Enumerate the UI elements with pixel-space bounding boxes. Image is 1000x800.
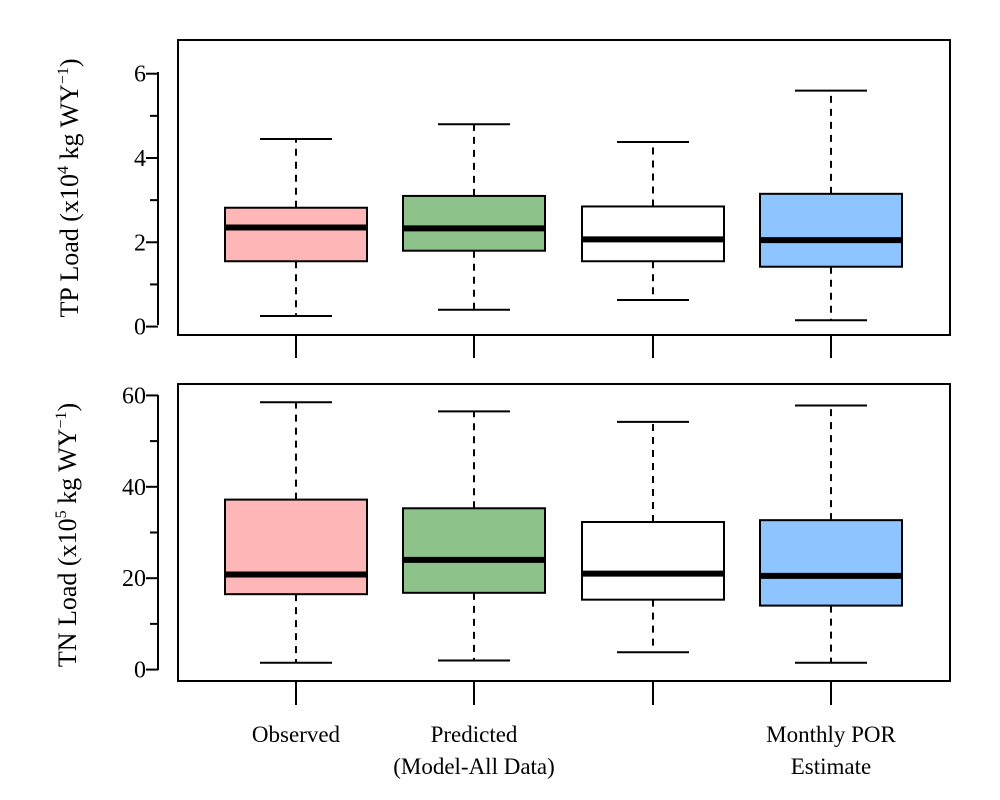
tp-ylabel-main: TP Load (x10: [55, 174, 84, 317]
tp-plot-frame: [177, 39, 951, 336]
category-label: Estimate: [791, 754, 871, 779]
tn-box-1: [224, 401, 368, 664]
tp-box-1: [224, 138, 368, 318]
tn-box-4: [759, 404, 903, 664]
tn-y-tick-label: 60: [122, 383, 146, 409]
tp-ylabel-exp: 4: [55, 166, 72, 174]
tp-y-tick-label: 2: [134, 230, 146, 256]
tp-y-tick-label: 0: [134, 315, 146, 341]
tn-y-axis-label: TN Load (x105 kg WY−1): [53, 403, 82, 667]
tn-ylabel-close: ): [53, 403, 82, 412]
tn-plot-frame: [177, 383, 951, 682]
iqr-box: [402, 507, 546, 594]
iqr-box: [581, 205, 725, 263]
tn-box-3: [581, 420, 725, 654]
tn-marks: 0 20 40 60: [122, 383, 903, 705]
tp-marks: 0 2 4 6: [134, 62, 903, 358]
iqr-box: [402, 194, 546, 252]
tn-box-2: [402, 410, 546, 662]
iqr-box: [759, 192, 903, 268]
tp-y-axis-label: TP Load (x104 kg WY−1): [55, 58, 84, 317]
tn-load-panel: TN Load (x105 kg WY−1): [53, 383, 951, 682]
tn-ylabel-main: TN Load (x10: [53, 518, 82, 667]
category-label: (Model-All Data): [393, 754, 555, 779]
tn-y-tick-label: 40: [122, 475, 146, 501]
tp-box-3: [581, 140, 725, 302]
category-label: Observed: [252, 722, 341, 747]
tp-ylabel-unit-exp: −1: [55, 67, 72, 84]
tn-y-tick-label: 20: [122, 566, 146, 592]
iqr-box: [581, 520, 725, 601]
iqr-box: [224, 498, 368, 596]
tp-load-panel: TP Load (x104 kg WY−1): [55, 39, 951, 336]
iqr-box: [224, 206, 368, 263]
category-label: Monthly POR: [766, 722, 896, 747]
category-labels: Observed Predicted (Model-All Data) Monthly…: [252, 722, 897, 779]
tn-ylabel-unit-exp: −1: [53, 412, 70, 429]
category-label: Predicted: [431, 722, 518, 747]
tn-y-tick-label: 0: [134, 658, 146, 684]
tp-box-4: [759, 89, 903, 322]
tp-box-2: [402, 123, 546, 311]
tp-y-tick-label: 4: [134, 146, 146, 172]
tp-ylabel-unit: kg WY: [55, 84, 84, 166]
tp-ylabel-close: ): [55, 58, 84, 67]
tn-ylabel-exp: 5: [53, 510, 70, 518]
tn-ylabel-unit: kg WY: [53, 428, 82, 510]
tp-y-tick-label: 6: [134, 62, 146, 88]
iqr-box: [759, 519, 903, 607]
